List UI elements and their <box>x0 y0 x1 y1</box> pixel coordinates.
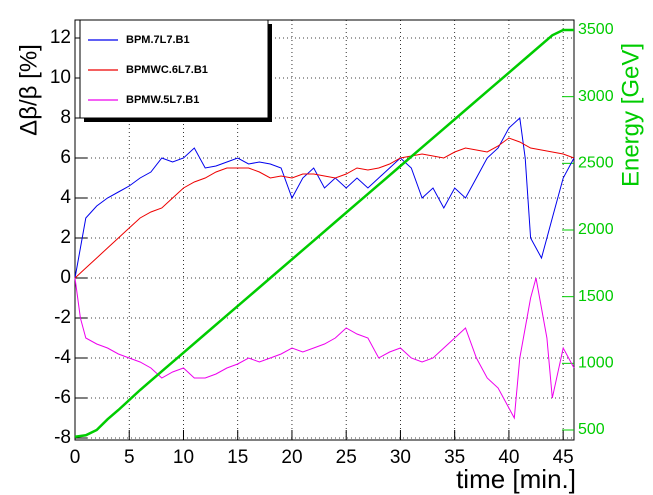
y2-tick-label: 2000 <box>578 221 614 238</box>
y2-tick-label: 1500 <box>578 288 614 305</box>
y-axis-label: Δβ/β [%] <box>15 44 42 136</box>
x-tick-label: 45 <box>553 447 574 468</box>
series-line <box>74 277 575 420</box>
y2-tick-label: 2500 <box>578 155 614 172</box>
legend-label: BPM.7L7.B1 <box>126 34 190 46</box>
x-tick-label: 5 <box>124 447 135 468</box>
x-tick-label: 35 <box>444 447 465 468</box>
y-tick-label: 10 <box>50 67 71 88</box>
x-tick-label: 25 <box>336 447 357 468</box>
y-tick-label: 8 <box>60 107 71 128</box>
x-tick-label: 0 <box>70 447 81 468</box>
x-tick-label: 40 <box>498 447 519 468</box>
legend <box>79 19 269 119</box>
y2-tick-label: 500 <box>578 421 605 438</box>
legend-label: BPMWC.6L7.B1 <box>126 64 208 76</box>
x-tick-label: 15 <box>227 447 248 468</box>
y-tick-label: 0 <box>60 267 71 288</box>
y-tick-label: 6 <box>60 147 71 168</box>
y2-tick-label: 3000 <box>578 88 614 105</box>
x-tick-label: 10 <box>173 447 194 468</box>
y2-tick-label: 3500 <box>578 21 614 38</box>
y-tick-label: -6 <box>54 387 71 408</box>
x-tick-label: 20 <box>281 447 302 468</box>
series-line <box>74 28 574 438</box>
y-tick-label: -8 <box>54 427 71 448</box>
y2-axis-label: Energy [GeV] <box>617 43 644 187</box>
y-tick-label: 12 <box>50 27 71 48</box>
x-tick-label: 30 <box>390 447 411 468</box>
y2-tick-label: 1000 <box>578 355 614 372</box>
x-axis-label: time [min.] <box>456 464 576 494</box>
series-line <box>74 137 575 279</box>
y-tick-label: 2 <box>60 227 71 248</box>
y-tick-label: -2 <box>54 307 71 328</box>
y-tick-label: -4 <box>54 347 71 368</box>
legend-label: BPMW.5L7.B1 <box>126 94 199 106</box>
y-tick-label: 4 <box>60 187 71 208</box>
